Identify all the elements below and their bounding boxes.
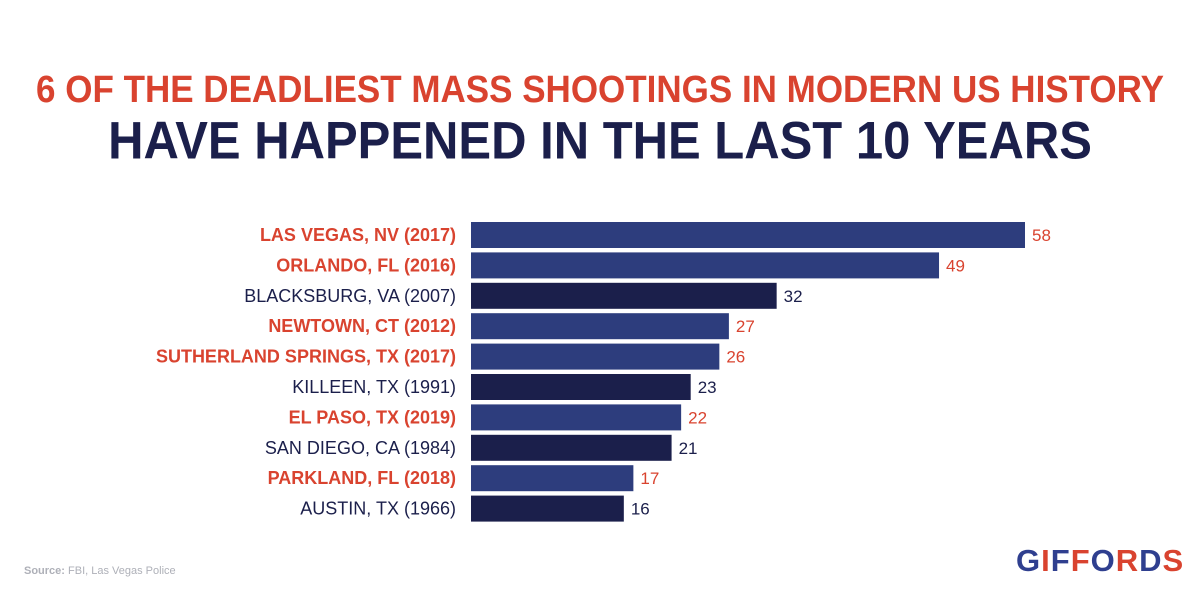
bar xyxy=(471,282,777,309)
bar xyxy=(471,465,634,492)
category-label: SAN DIEGO, CA (1984) xyxy=(265,438,456,458)
category-label: ORLANDO, FL (2016) xyxy=(276,255,456,275)
value-label: 22 xyxy=(688,408,707,427)
value-label: 17 xyxy=(640,469,659,488)
category-label: PARKLAND, FL (2018) xyxy=(268,468,456,488)
bar xyxy=(471,252,940,279)
value-label: 26 xyxy=(726,348,745,367)
source-text: FBI, Las Vegas Police xyxy=(68,565,176,577)
bar xyxy=(471,374,691,400)
bar xyxy=(471,495,624,522)
value-label: 32 xyxy=(784,287,803,306)
bar xyxy=(471,222,1025,248)
value-label: 21 xyxy=(679,439,698,458)
value-label: 58 xyxy=(1032,226,1051,245)
bar xyxy=(471,343,720,370)
bar xyxy=(471,434,672,461)
category-label: NEWTOWN, CT (2012) xyxy=(268,316,456,336)
category-label: EL PASO, TX (2019) xyxy=(289,407,456,427)
category-label: BLACKSBURG, VA (2007) xyxy=(244,286,456,306)
headline-line-2: HAVE HAPPENED IN THE LAST 10 YEARS xyxy=(108,111,1092,171)
category-label: SUTHERLAND SPRINGS, TX (2017) xyxy=(156,347,456,367)
value-label: 16 xyxy=(631,500,650,519)
source-prefix: Source: xyxy=(24,565,65,577)
gifffords-logo: GIFFORDS xyxy=(1016,543,1185,578)
value-label: 49 xyxy=(946,256,965,275)
category-label: AUSTIN, TX (1966) xyxy=(300,499,456,519)
category-label: KILLEEN, TX (1991) xyxy=(292,377,456,397)
source-note: Source: FBI, Las Vegas Police xyxy=(24,565,176,577)
category-label: LAS VEGAS, NV (2017) xyxy=(260,225,456,245)
bar xyxy=(471,313,729,340)
bar xyxy=(471,404,682,431)
value-label: 27 xyxy=(736,317,755,336)
value-label: 23 xyxy=(698,378,717,397)
headline-line-1: 6 OF THE DEADLIEST MASS SHOOTINGS IN MOD… xyxy=(36,68,1164,111)
